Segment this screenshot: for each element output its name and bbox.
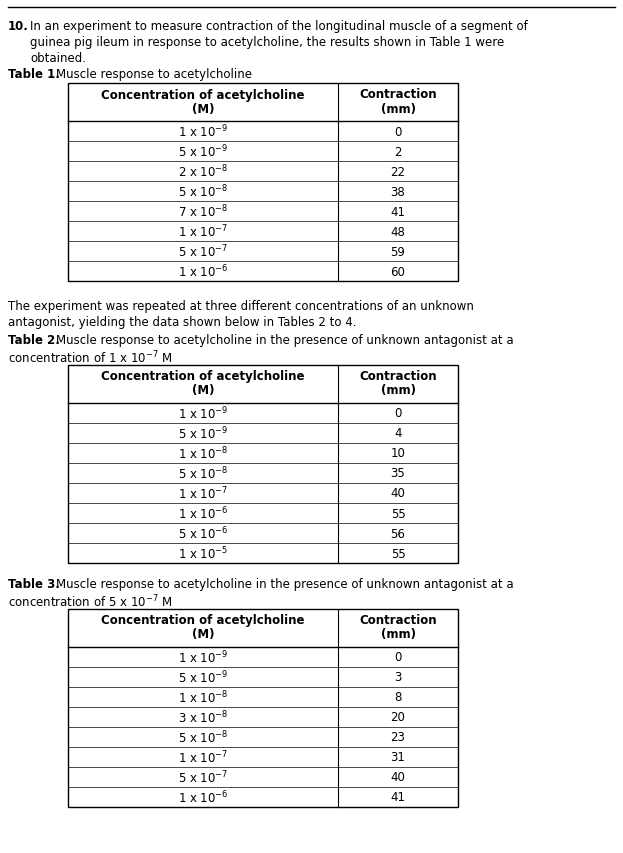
Text: 5 x 10$^{-9}$: 5 x 10$^{-9}$ xyxy=(178,669,228,686)
Text: 55: 55 xyxy=(391,547,406,560)
Text: 5 x 10$^{-7}$: 5 x 10$^{-7}$ xyxy=(178,769,228,786)
Text: Table 3.: Table 3. xyxy=(8,577,60,590)
Text: 3: 3 xyxy=(394,670,402,684)
Text: 41: 41 xyxy=(391,206,406,218)
Text: (M): (M) xyxy=(192,384,214,397)
Text: (mm): (mm) xyxy=(381,102,416,115)
Text: Concentration of acetylcholine: Concentration of acetylcholine xyxy=(102,370,305,383)
Text: 2: 2 xyxy=(394,145,402,159)
Text: Muscle response to acetylcholine: Muscle response to acetylcholine xyxy=(56,68,252,81)
Text: 1 x 10$^{-6}$: 1 x 10$^{-6}$ xyxy=(178,505,228,522)
Text: 40: 40 xyxy=(391,770,406,784)
Text: Concentration of acetylcholine: Concentration of acetylcholine xyxy=(102,614,305,627)
Text: Concentration of acetylcholine: Concentration of acetylcholine xyxy=(102,89,305,102)
Text: 40: 40 xyxy=(391,487,406,500)
Text: 1 x 10$^{-6}$: 1 x 10$^{-6}$ xyxy=(178,264,228,280)
Text: 59: 59 xyxy=(391,245,406,258)
Text: (M): (M) xyxy=(192,628,214,641)
Text: 5 x 10$^{-8}$: 5 x 10$^{-8}$ xyxy=(178,465,228,482)
Text: 5 x 10$^{-6}$: 5 x 10$^{-6}$ xyxy=(178,525,228,542)
Text: In an experiment to measure contraction of the longitudinal muscle of a segment : In an experiment to measure contraction … xyxy=(30,20,528,33)
Text: 35: 35 xyxy=(391,467,406,480)
Text: 4: 4 xyxy=(394,427,402,440)
Text: Table 1.: Table 1. xyxy=(8,68,60,81)
Bar xyxy=(68,366,458,563)
Text: 22: 22 xyxy=(391,165,406,178)
Text: 0: 0 xyxy=(394,125,402,138)
Text: 1 x 10$^{-5}$: 1 x 10$^{-5}$ xyxy=(178,545,228,561)
Text: 5 x 10$^{-9}$: 5 x 10$^{-9}$ xyxy=(178,425,228,442)
Text: 0: 0 xyxy=(394,407,402,420)
Text: 20: 20 xyxy=(391,711,406,723)
Text: obtained.: obtained. xyxy=(30,52,86,65)
Text: 1 x 10$^{-7}$: 1 x 10$^{-7}$ xyxy=(178,223,228,240)
Text: 7 x 10$^{-8}$: 7 x 10$^{-8}$ xyxy=(178,204,228,220)
Text: 60: 60 xyxy=(391,265,406,278)
Text: (mm): (mm) xyxy=(381,384,416,397)
Text: 1 x 10$^{-9}$: 1 x 10$^{-9}$ xyxy=(178,124,228,140)
Text: 1 x 10$^{-6}$: 1 x 10$^{-6}$ xyxy=(178,789,228,805)
Text: Contraction: Contraction xyxy=(359,614,437,627)
Text: concentration of 1 x 10$^{-7}$ M: concentration of 1 x 10$^{-7}$ M xyxy=(8,350,173,366)
Text: 1 x 10$^{-8}$: 1 x 10$^{-8}$ xyxy=(178,689,228,705)
Text: 8: 8 xyxy=(394,691,402,704)
Text: 1 x 10$^{-9}$: 1 x 10$^{-9}$ xyxy=(178,649,228,665)
Text: Contraction: Contraction xyxy=(359,370,437,383)
Text: 1 x 10$^{-7}$: 1 x 10$^{-7}$ xyxy=(178,485,228,502)
Text: 56: 56 xyxy=(391,527,406,540)
Text: 0: 0 xyxy=(394,651,402,664)
Text: 10.: 10. xyxy=(8,20,29,33)
Text: The experiment was repeated at three different concentrations of an unknown: The experiment was repeated at three dif… xyxy=(8,299,474,313)
Text: 5 x 10$^{-9}$: 5 x 10$^{-9}$ xyxy=(178,143,228,160)
Bar xyxy=(68,84,458,281)
Text: 1 x 10$^{-9}$: 1 x 10$^{-9}$ xyxy=(178,405,228,421)
Text: antagonist, yielding the data shown below in Tables 2 to 4.: antagonist, yielding the data shown belo… xyxy=(8,316,356,328)
Text: Muscle response to acetylcholine in the presence of unknown antagonist at a: Muscle response to acetylcholine in the … xyxy=(56,334,513,346)
Text: 5 x 10$^{-7}$: 5 x 10$^{-7}$ xyxy=(178,243,228,260)
Text: 3 x 10$^{-8}$: 3 x 10$^{-8}$ xyxy=(178,709,228,725)
Text: guinea pig ileum in response to acetylcholine, the results shown in Table 1 were: guinea pig ileum in response to acetylch… xyxy=(30,36,504,49)
Text: 31: 31 xyxy=(391,751,406,763)
Text: Contraction: Contraction xyxy=(359,89,437,102)
Text: concentration of 5 x 10$^{-7}$ M: concentration of 5 x 10$^{-7}$ M xyxy=(8,594,173,610)
Text: 1 x 10$^{-7}$: 1 x 10$^{-7}$ xyxy=(178,749,228,765)
Bar xyxy=(68,609,458,807)
Text: 38: 38 xyxy=(391,185,406,198)
Text: 5 x 10$^{-8}$: 5 x 10$^{-8}$ xyxy=(178,183,228,200)
Text: 23: 23 xyxy=(391,731,406,744)
Text: 1 x 10$^{-8}$: 1 x 10$^{-8}$ xyxy=(178,445,228,461)
Text: 41: 41 xyxy=(391,791,406,804)
Text: Muscle response to acetylcholine in the presence of unknown antagonist at a: Muscle response to acetylcholine in the … xyxy=(56,577,513,590)
Text: 55: 55 xyxy=(391,507,406,519)
Text: 48: 48 xyxy=(391,225,406,238)
Text: (M): (M) xyxy=(192,102,214,115)
Text: 10: 10 xyxy=(391,447,406,460)
Text: 5 x 10$^{-8}$: 5 x 10$^{-8}$ xyxy=(178,728,228,746)
Text: (mm): (mm) xyxy=(381,628,416,641)
Text: Table 2.: Table 2. xyxy=(8,334,60,346)
Text: 2 x 10$^{-8}$: 2 x 10$^{-8}$ xyxy=(178,164,228,180)
